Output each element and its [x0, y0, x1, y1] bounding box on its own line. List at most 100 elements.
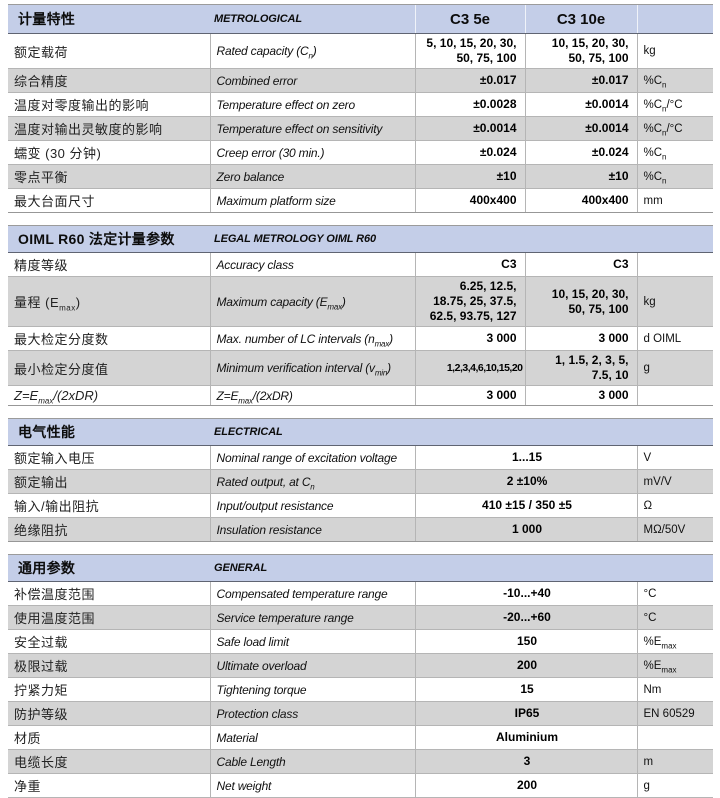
param-unit: V — [636, 445, 714, 470]
param-label-en: Material — [209, 725, 415, 750]
table-row: 安全过载 Safe load limit 150 %Emax — [8, 629, 714, 654]
section-header: 计量特性 METROLOGICAL C3 5e C3 10e — [8, 4, 713, 34]
param-label-zh: 温度对零度输出的影响 — [8, 92, 210, 117]
param-value-c3-5e: ±0.0014 — [414, 116, 525, 141]
table-row: 温度对零度输出的影响 Temperature effect on zero ±0.0… — [8, 92, 713, 117]
param-label-zh: 极限过载 — [8, 653, 210, 678]
param-unit: °C — [636, 605, 714, 630]
param-label-en: Max. number of LC intervals (nmax) — [209, 326, 415, 351]
param-value: 200 — [414, 773, 637, 798]
param-unit: °C — [636, 581, 714, 606]
param-label-en: Z=Emax/(2xDR) — [209, 385, 415, 406]
param-value-c3-5e: ±10 — [414, 164, 525, 189]
param-value: -10...+40 — [414, 581, 637, 606]
param-unit: %Cn — [636, 68, 713, 93]
param-unit: kg — [636, 33, 713, 69]
electrical-section-table: 电气性能 ELECTRICAL 额定输入电压 Nominal range of e… — [8, 418, 714, 542]
param-label-en: Combined error — [209, 68, 415, 93]
section-header: 电气性能 ELECTRICAL — [8, 418, 714, 446]
table-row: 使用温度范围 Service temperature range -20...+60… — [8, 605, 714, 630]
param-value: 200 — [414, 653, 637, 678]
table-row: 综合精度 Combined error ±0.017 ±0.017 %Cn — [8, 68, 713, 93]
param-label-zh: 蠕变 (30 分钟) — [8, 140, 210, 165]
section-header: 通用参数 GENERAL — [8, 554, 714, 582]
param-value-c3-10e: ±0.0014 — [524, 116, 637, 141]
table-row: 蠕变 (30 分钟) Creep error (30 min.) ±0.024 ±0.… — [8, 140, 713, 165]
param-value: 2 ±10% — [414, 469, 637, 494]
param-value-c3-5e: 6.25, 12.5, 18.75, 25, 37.5, 62.5, 93.75… — [414, 276, 525, 327]
column-header-c3-10e: C3 10e — [524, 4, 637, 34]
param-value-c3-5e: 3 000 — [414, 385, 525, 406]
param-label-zh: 综合精度 — [8, 68, 210, 93]
param-label-zh: Z=Emax/(2xDR) — [8, 385, 210, 406]
param-unit: %Cn — [636, 164, 713, 189]
metrological-rows: 额定载荷 Rated capacity (Cn) 5, 10, 15, 20, 30… — [8, 33, 713, 213]
param-label-en: Minimum verification interval (vmin) — [209, 350, 415, 386]
param-unit: %Cn/°C — [636, 116, 713, 141]
param-value-c3-10e: 3 000 — [524, 326, 637, 351]
table-row: 材质 Material Aluminium — [8, 725, 714, 750]
param-label-en: Temperature effect on sensitivity — [209, 116, 415, 141]
table-row: 量程 (Emax) Maximum capacity (Emax) 6.25, 12… — [8, 276, 714, 327]
param-unit: EN 60529 — [636, 701, 714, 726]
param-unit: MΩ/50V — [636, 517, 714, 542]
param-label-en: Cable Length — [209, 749, 415, 774]
table-row: 额定输入电压 Nominal range of excitation voltag… — [8, 445, 714, 470]
param-unit: Ω — [636, 493, 714, 518]
param-label-en: Compensated temperature range — [209, 581, 415, 606]
param-label-zh: 最小检定分度值 — [8, 350, 210, 386]
param-unit: mm — [636, 188, 713, 213]
param-value-c3-10e: 400x400 — [524, 188, 637, 213]
param-label-zh: 量程 (Emax) — [8, 276, 210, 327]
param-unit: %Cn — [636, 140, 713, 165]
param-label-zh: 绝缘阻抗 — [8, 517, 210, 542]
param-unit: g — [636, 350, 714, 386]
param-label-zh: 额定输入电压 — [8, 445, 210, 470]
param-value-c3-10e: 3 000 — [524, 385, 637, 406]
param-value-c3-10e: 1, 1.5, 2, 3, 5, 7.5, 10 — [524, 350, 637, 386]
param-label-en: Tightening torque — [209, 677, 415, 702]
param-value-c3-10e: 10, 15, 20, 30, 50, 75, 100 — [524, 276, 637, 327]
param-label-zh: 净重 — [8, 773, 210, 798]
section-title-zh: 计量特性 — [8, 4, 210, 34]
table-row: Z=Emax/(2xDR) Z=Emax/(2xDR) 3 000 3 000 — [8, 385, 714, 406]
column-header-c3-5e: C3 5e — [414, 4, 525, 34]
table-row: 拧紧力矩 Tightening torque 15 Nm — [8, 677, 714, 702]
param-label-en: Safe load limit — [209, 629, 415, 654]
param-unit: kg — [636, 276, 714, 327]
param-label-zh: 最大台面尺寸 — [8, 188, 210, 213]
param-unit — [636, 252, 714, 277]
table-row: 最大台面尺寸 Maximum platform size 400x400 400x40… — [8, 188, 713, 213]
table-row: 额定输出 Rated output, at Cn 2 ±10% mV/V — [8, 469, 714, 494]
general-section-table: 通用参数 GENERAL 补偿温度范围 Compensated temperatu… — [8, 554, 714, 798]
section-title-en: METROLOGICAL — [210, 4, 415, 34]
param-unit: %Emax — [636, 653, 714, 678]
param-label-zh: 最大检定分度数 — [8, 326, 210, 351]
param-label-zh: 零点平衡 — [8, 164, 210, 189]
section-title-zh: 通用参数 — [8, 554, 210, 582]
param-value: IP65 — [414, 701, 637, 726]
general-rows: 补偿温度范围 Compensated temperature range -10..… — [8, 581, 714, 798]
param-label-en: Maximum capacity (Emax) — [209, 276, 415, 327]
param-value: 1...15 — [414, 445, 637, 470]
metrological-section-table: 计量特性 METROLOGICAL C3 5e C3 10e 额定载荷 Rated… — [8, 4, 713, 213]
oiml-rows: 精度等级 Accuracy class C3 C3 量程 (Emax) Maximum c… — [8, 252, 714, 406]
table-row: 额定载荷 Rated capacity (Cn) 5, 10, 15, 20, 30… — [8, 33, 713, 69]
param-label-en: Net weight — [209, 773, 415, 798]
section-header: OIML R60 法定计量参数 LEGAL METROLOGY OIML R60 — [8, 225, 714, 253]
param-value-c3-10e: ±0.024 — [524, 140, 637, 165]
section-title-en: ELECTRICAL — [210, 418, 714, 446]
table-row: 输入/输出阻抗 Input/output resistance 410 ±15 / … — [8, 493, 714, 518]
param-label-zh: 使用温度范围 — [8, 605, 210, 630]
param-unit: Nm — [636, 677, 714, 702]
param-label-en: Input/output resistance — [209, 493, 415, 518]
param-label-en: Service temperature range — [209, 605, 415, 630]
section-title-en: GENERAL — [210, 554, 714, 582]
table-row: 极限过载 Ultimate overload 200 %Emax — [8, 653, 714, 678]
param-label-en: Rated capacity (Cn) — [209, 33, 415, 69]
param-unit: g — [636, 773, 714, 798]
param-label-en: Nominal range of excitation voltage — [209, 445, 415, 470]
electrical-rows: 额定输入电压 Nominal range of excitation voltag… — [8, 445, 714, 542]
table-row: 补偿温度范围 Compensated temperature range -10..… — [8, 581, 714, 606]
param-value-c3-5e: 400x400 — [414, 188, 525, 213]
